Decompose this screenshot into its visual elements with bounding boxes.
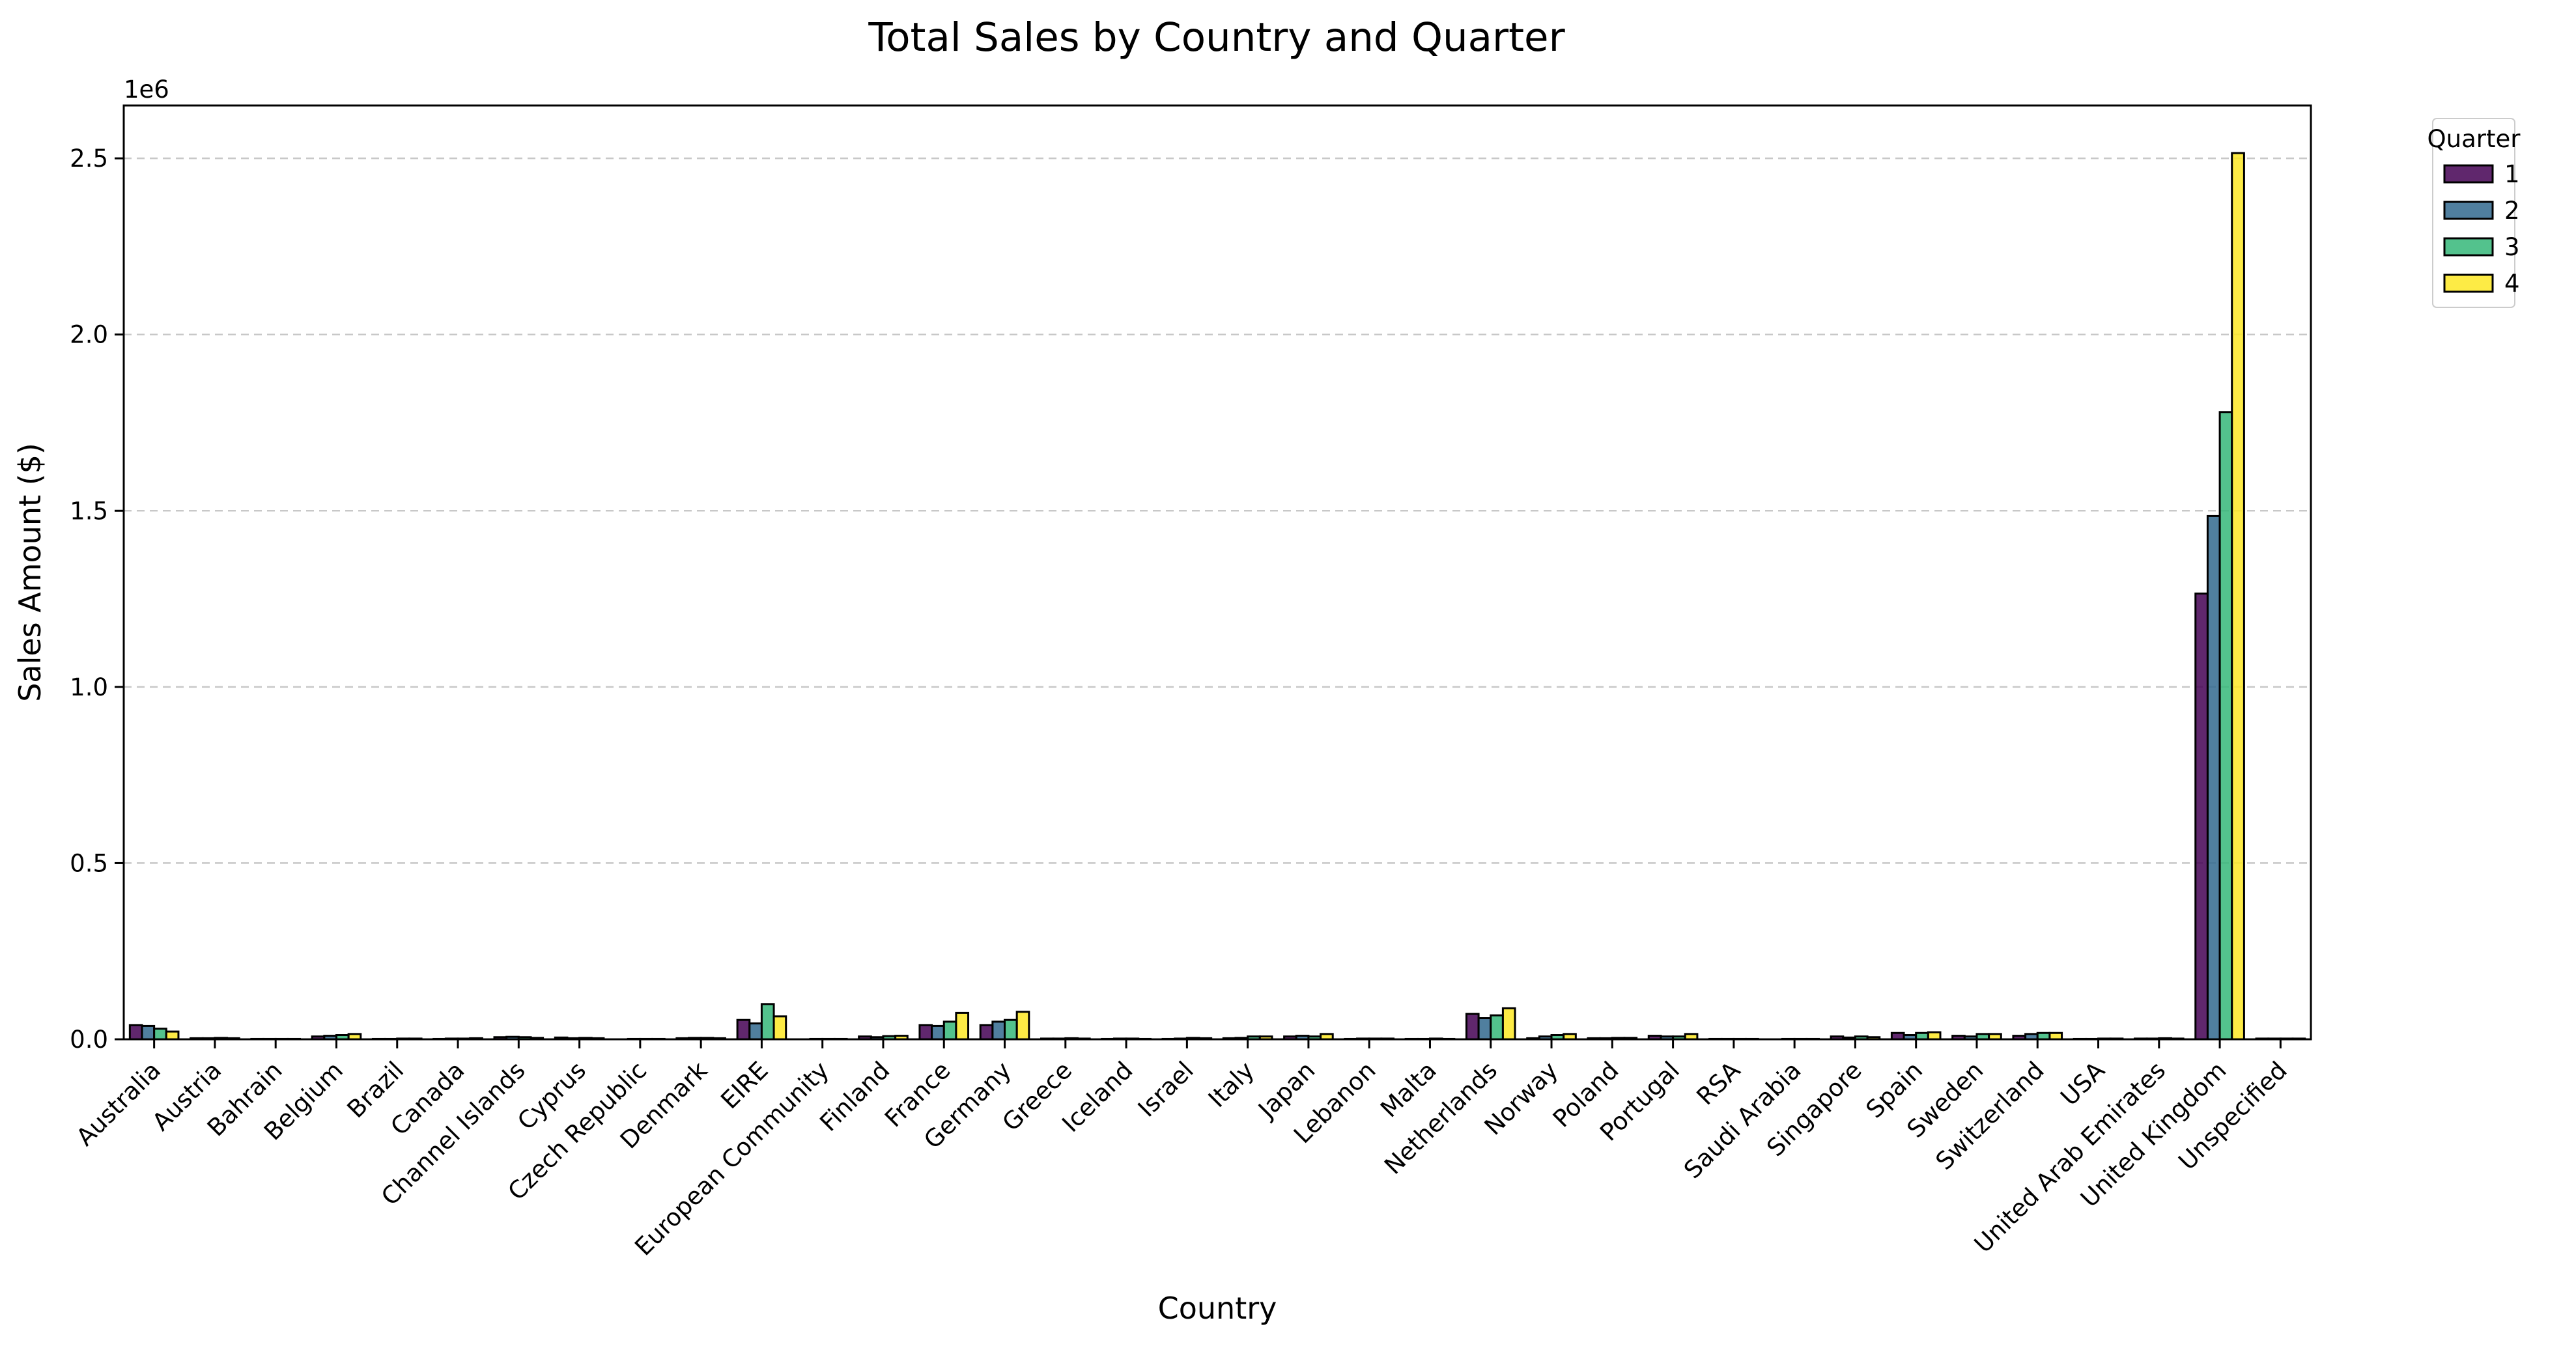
y-axis-ticks: 0.0 0.5 1.0 1.5 2.0 2.5 (70, 145, 124, 1054)
legend: Quarter 1 2 3 4 (2427, 118, 2521, 308)
chart-title: Total Sales by Country and Quarter (868, 14, 1565, 61)
legend-title: Quarter (2427, 125, 2521, 153)
y-tick-label: 1.0 (70, 673, 108, 701)
bars (128, 152, 2306, 1041)
y-tick-label: 2.0 (70, 321, 108, 349)
bar-germany-q3 (1004, 1018, 1018, 1041)
bar-netherlands-q3 (1490, 1014, 1504, 1041)
x-tick-label: Australia (71, 1056, 166, 1151)
y-tick-label: 0.5 (70, 849, 108, 877)
bar-eire-q1 (736, 1018, 751, 1041)
y-tick-label: 2.5 (70, 145, 108, 173)
x-tick-label: USA (2055, 1056, 2110, 1112)
legend-label-q2: 2 (2504, 197, 2520, 225)
bar-united-kingdom-q4 (2231, 152, 2245, 1041)
bar-netherlands-q2 (1477, 1017, 1492, 1041)
plot-area-frame (122, 104, 2312, 1041)
bar-united-kingdom-q2 (2206, 514, 2221, 1041)
bar-france-q3 (942, 1020, 957, 1041)
legend-swatch-q2 (2443, 201, 2494, 220)
bar-france-q4 (955, 1011, 970, 1041)
bar-united-kingdom-q3 (2218, 411, 2233, 1041)
y-axis-label: Sales Amount ($) (12, 443, 48, 702)
y-tick-label: 1.5 (70, 497, 108, 525)
x-axis-ticks: AustraliaAustriaBahrainBelgiumBrazilCana… (71, 1039, 2293, 1261)
bar-netherlands-q4 (1501, 1007, 1516, 1041)
y-gridlines (124, 157, 2311, 1041)
bar-australia-q2 (141, 1024, 156, 1041)
legend-swatch-q3 (2443, 237, 2494, 257)
x-tick-label: Italy (1203, 1056, 1260, 1113)
legend-swatch-q1 (2443, 164, 2494, 184)
x-axis-label: Country (1158, 1291, 1277, 1326)
legend-label-q3: 3 (2504, 233, 2520, 261)
bar-france-q2 (931, 1024, 945, 1041)
y-axis-offset-label: 1e6 (124, 76, 169, 104)
bar-australia-q1 (128, 1024, 143, 1041)
x-tick-label: Israel (1133, 1056, 1199, 1123)
bar-spain-q4 (1927, 1031, 1942, 1041)
bar-germany-q1 (979, 1024, 994, 1041)
bar-australia-q4 (165, 1030, 180, 1041)
bar-australia-q3 (153, 1028, 167, 1041)
legend-label-q4: 4 (2504, 270, 2520, 298)
bar-netherlands-q1 (1465, 1013, 1480, 1041)
bar-germany-q4 (1015, 1011, 1030, 1041)
bar-eire-q3 (760, 1003, 775, 1041)
bar-eire-q4 (772, 1015, 787, 1041)
y-tick-label: 0.0 (70, 1026, 108, 1054)
legend-swatch-q4 (2443, 273, 2494, 293)
bar-eire-q2 (748, 1022, 763, 1041)
bar-germany-q2 (991, 1020, 1006, 1041)
bar-united-kingdom-q1 (2194, 592, 2209, 1041)
bar-france-q1 (918, 1024, 933, 1041)
x-tick-label: RSA (1691, 1056, 1746, 1111)
legend-label-q1: 1 (2504, 160, 2520, 188)
